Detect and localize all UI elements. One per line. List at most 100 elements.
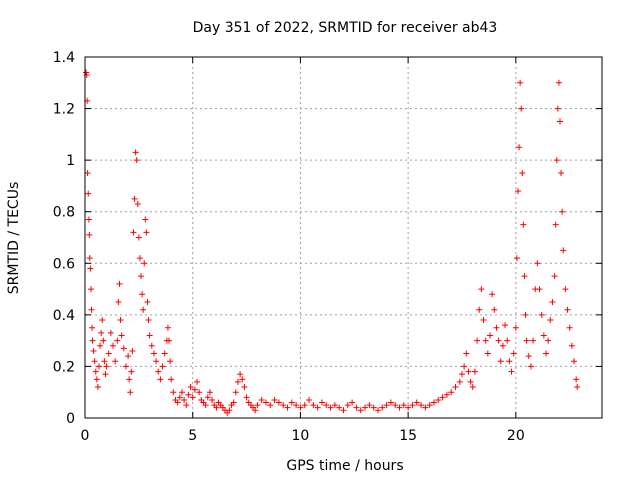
data-point: [258, 396, 265, 403]
data-point: [97, 342, 104, 349]
data-point: [553, 157, 560, 164]
data-point: [148, 342, 155, 349]
x-tick-label: 15: [399, 428, 417, 444]
data-point: [153, 358, 160, 365]
data-point: [115, 298, 122, 305]
data-point: [495, 337, 502, 344]
data-point: [159, 363, 166, 370]
data-point: [323, 402, 330, 409]
data-point: [189, 394, 196, 401]
data-point: [232, 389, 239, 396]
data-point: [547, 317, 554, 324]
data-point: [478, 286, 485, 293]
data-point: [465, 368, 472, 375]
data-point: [400, 402, 407, 409]
data-point: [133, 157, 140, 164]
data-point: [85, 190, 92, 197]
data-point: [128, 368, 135, 375]
data-point: [117, 317, 124, 324]
data-point: [252, 407, 259, 414]
data-point: [187, 384, 194, 391]
data-point: [92, 368, 99, 375]
data-point: [484, 350, 491, 357]
data-point: [502, 322, 509, 329]
data-point: [94, 384, 101, 391]
data-point: [556, 118, 563, 125]
data-point: [90, 347, 97, 354]
data-point: [549, 298, 556, 305]
y-axis-label: SRMTID / TECUs: [6, 182, 22, 295]
axis-ticks: 0 5 10 15 20 0 0.2 0.4 0.6 0.8 1 1.2 1.4: [53, 50, 602, 444]
data-point: [138, 273, 145, 280]
data-point: [267, 402, 274, 409]
data-point: [318, 399, 325, 406]
data-point: [525, 353, 532, 360]
data-point: [88, 286, 95, 293]
data-point: [418, 402, 425, 409]
data-point: [517, 79, 524, 86]
data-point: [155, 368, 162, 375]
data-point: [493, 324, 500, 331]
y-tick-label: 1.2: [53, 102, 75, 118]
data-point: [122, 363, 129, 370]
data-point: [145, 317, 152, 324]
data-point: [560, 247, 567, 254]
data-point: [164, 324, 171, 331]
data-point: [131, 195, 138, 202]
data-point: [489, 291, 496, 298]
data-point: [213, 404, 220, 411]
data-point: [280, 402, 287, 409]
data-point: [271, 396, 278, 403]
data-point: [491, 306, 498, 313]
y-tick-label: 0.4: [53, 308, 75, 324]
data-point: [87, 265, 94, 272]
data-point: [568, 342, 575, 349]
data-point: [140, 306, 147, 313]
data-point: [166, 337, 173, 344]
data-point: [102, 371, 109, 378]
data-point: [241, 384, 248, 391]
data-point: [426, 402, 433, 409]
data-point: [93, 376, 100, 383]
data-point: [370, 404, 377, 411]
data-point: [96, 363, 103, 370]
data-point: [230, 399, 237, 406]
data-point: [516, 144, 523, 151]
data-point: [83, 69, 90, 76]
data-point: [527, 363, 534, 370]
data-point: [301, 402, 308, 409]
data-point: [512, 324, 519, 331]
data-point: [327, 404, 334, 411]
data-point: [103, 363, 110, 370]
y-tick-label: 0.8: [53, 205, 75, 221]
data-point: [125, 353, 132, 360]
data-point: [100, 337, 107, 344]
data-point: [570, 358, 577, 365]
data-point: [226, 407, 233, 414]
data-point: [482, 337, 489, 344]
data-point: [508, 368, 515, 375]
data-point: [237, 371, 244, 378]
data-point: [91, 358, 98, 365]
data-point: [366, 402, 373, 409]
data-point: [310, 402, 317, 409]
data-point: [209, 396, 216, 403]
data-point: [178, 389, 185, 396]
data-point: [413, 399, 420, 406]
data-point: [130, 229, 137, 236]
data-point: [555, 79, 562, 86]
data-point: [120, 345, 127, 352]
y-tick-label: 0.6: [53, 256, 75, 272]
data-point: [181, 396, 188, 403]
data-point: [523, 337, 530, 344]
data-point: [574, 384, 581, 391]
data-point: [146, 332, 153, 339]
y-tick-label: 0.2: [53, 359, 75, 375]
data-point: [497, 358, 504, 365]
data-point: [132, 149, 139, 156]
x-tick-label: 10: [292, 428, 310, 444]
data-point: [101, 358, 108, 365]
data-point: [562, 286, 569, 293]
data-point: [89, 324, 96, 331]
data-point: [112, 358, 119, 365]
